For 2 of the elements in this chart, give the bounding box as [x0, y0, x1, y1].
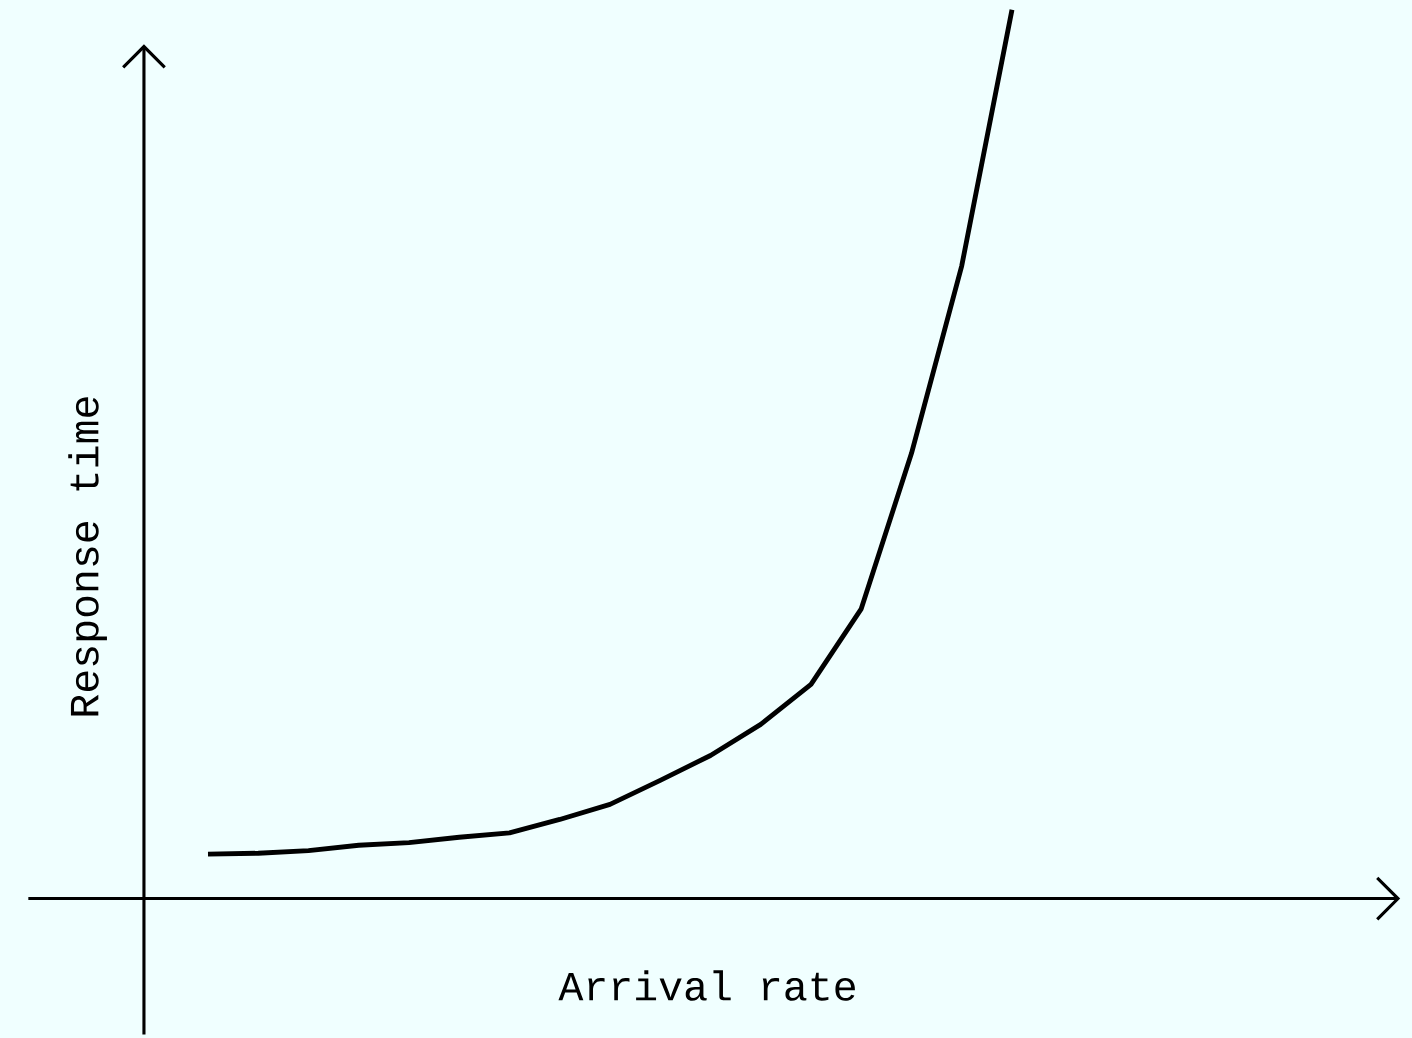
y-axis-title: Response time	[68, 397, 107, 716]
x-axis-title: Arrival rate	[558, 970, 855, 1001]
